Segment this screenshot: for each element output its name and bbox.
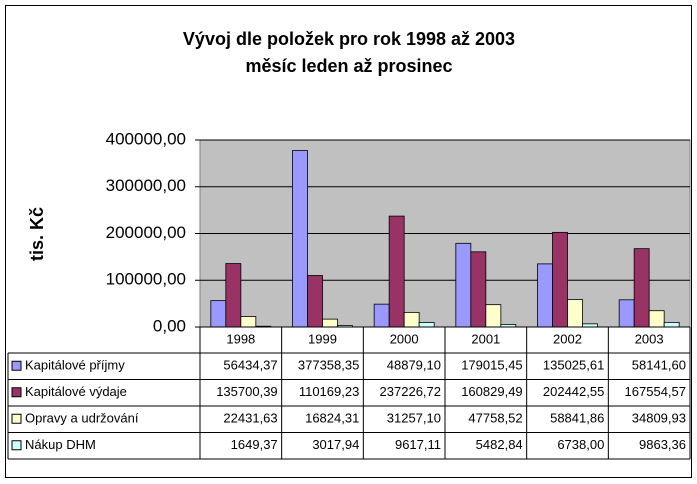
bar [322,318,338,328]
data-label: 16824,31 [305,411,359,426]
data-label: 1649,37 [231,437,278,452]
bar [618,299,635,328]
x-tick-label: 2000 [390,331,419,346]
data-label: 56434,37 [223,358,277,373]
legend-label: Kapitálové příjmy [25,358,125,373]
y-tick-label: 0,00 [153,316,186,335]
bar [225,263,242,328]
data-label: 48879,10 [387,358,441,373]
bar [403,311,420,328]
bar [537,263,553,328]
data-label: 58841,86 [550,411,604,426]
bar [240,316,257,328]
bar [373,303,390,328]
y-axis-label: tis. Kč [27,207,47,261]
bar [567,299,583,328]
data-label: 135025,61 [543,358,604,373]
data-label: 58141,60 [632,358,686,373]
bar [470,251,487,328]
data-label: 6738,00 [557,437,604,452]
bar [648,310,665,328]
y-tick-label: 100000,00 [106,270,186,289]
data-label: 3017,94 [312,437,359,452]
data-label: 34809,93 [632,411,686,426]
data-label: 179015,45 [461,358,522,373]
bar [292,150,308,328]
bar [663,321,680,328]
chart-title: Vývoj dle položek pro rok 1998 až 2003 [183,29,515,49]
legend-key [11,360,22,371]
data-label: 202442,55 [543,384,604,399]
legend-label: Nákup DHM [25,437,96,452]
data-label: 22431,63 [223,411,277,426]
y-tick-label: 200000,00 [106,223,186,242]
x-tick-label: 2003 [635,331,664,346]
x-tick-label: 2002 [553,331,582,346]
legend-label: Opravy a udržování [25,411,139,426]
bar [552,231,568,328]
bar [633,248,650,328]
data-label: 167554,57 [625,384,686,399]
data-label: 47758,52 [468,411,522,426]
data-label: 377358,35 [298,358,359,373]
bar [455,242,472,328]
data-label: 9863,36 [639,437,686,452]
bar [307,275,323,328]
x-tick-label: 1999 [308,331,337,346]
legend-key [11,413,22,424]
legend-key [11,440,22,451]
data-label: 160829,49 [461,384,522,399]
data-label: 110169,23 [299,384,360,399]
data-label: 9617,11 [395,437,441,452]
data-label: 5482,84 [476,437,523,452]
data-label: 237226,72 [380,384,441,399]
data-label: 135700,39 [216,384,277,399]
x-tick-label: 1998 [226,331,255,346]
y-tick-label: 400000,00 [106,129,186,148]
x-tick-label: 2001 [471,331,500,346]
bar [210,300,227,328]
legend-label: Kapitálové výdaje [25,384,127,399]
chart-subtitle: měsíc leden až prosinec [245,56,452,76]
y-tick-label: 300000,00 [106,176,186,195]
bar [388,215,405,328]
bar [485,304,502,328]
bar [418,322,435,328]
legend-key [11,387,22,398]
data-label: 31257,10 [387,411,441,426]
